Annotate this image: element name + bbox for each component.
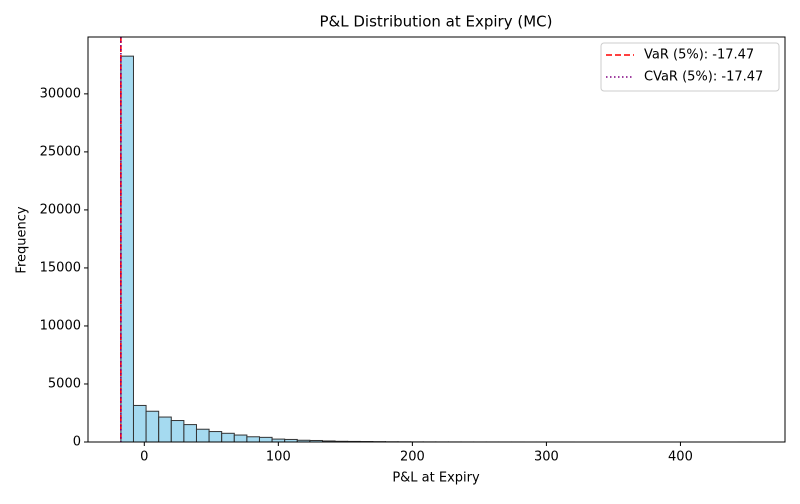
x-tick-label: 300 [534, 450, 559, 465]
y-tick-label: 20000 [40, 202, 81, 217]
y-axis-label: Frequency [15, 206, 30, 273]
histogram-bar [159, 417, 172, 442]
x-tick-label: 400 [668, 450, 693, 465]
histogram-bar [184, 425, 197, 442]
y-tick-label: 5000 [48, 376, 81, 391]
x-tick-label: 100 [266, 450, 291, 465]
histogram-bar [222, 433, 235, 442]
legend-label: CVaR (5%): -17.47 [644, 70, 763, 85]
legend-label: VaR (5%): -17.47 [644, 48, 754, 63]
y-tick-label: 30000 [40, 86, 81, 101]
histogram-bar [196, 429, 209, 442]
histogram-bar [209, 432, 222, 442]
histogram-bar [133, 405, 146, 442]
histogram-bar [171, 421, 184, 442]
histogram-bar [146, 411, 159, 442]
y-tick-label: 25000 [40, 144, 81, 159]
y-tick-label: 10000 [40, 318, 81, 333]
plot-area [121, 37, 751, 442]
histogram-bar [121, 56, 134, 442]
chart-title: P&L Distribution at Expiry (MC) [320, 13, 553, 31]
histogram-bar [234, 435, 247, 442]
y-tick-label: 15000 [40, 260, 81, 275]
y-tick-label: 0 [73, 435, 81, 450]
x-tick-label: 0 [140, 450, 148, 465]
x-tick-label: 200 [400, 450, 425, 465]
histogram-bar [247, 437, 260, 442]
x-axis-label: P&L at Expiry [392, 471, 480, 486]
axes-frame [88, 37, 785, 442]
histogram-bar [259, 437, 272, 442]
